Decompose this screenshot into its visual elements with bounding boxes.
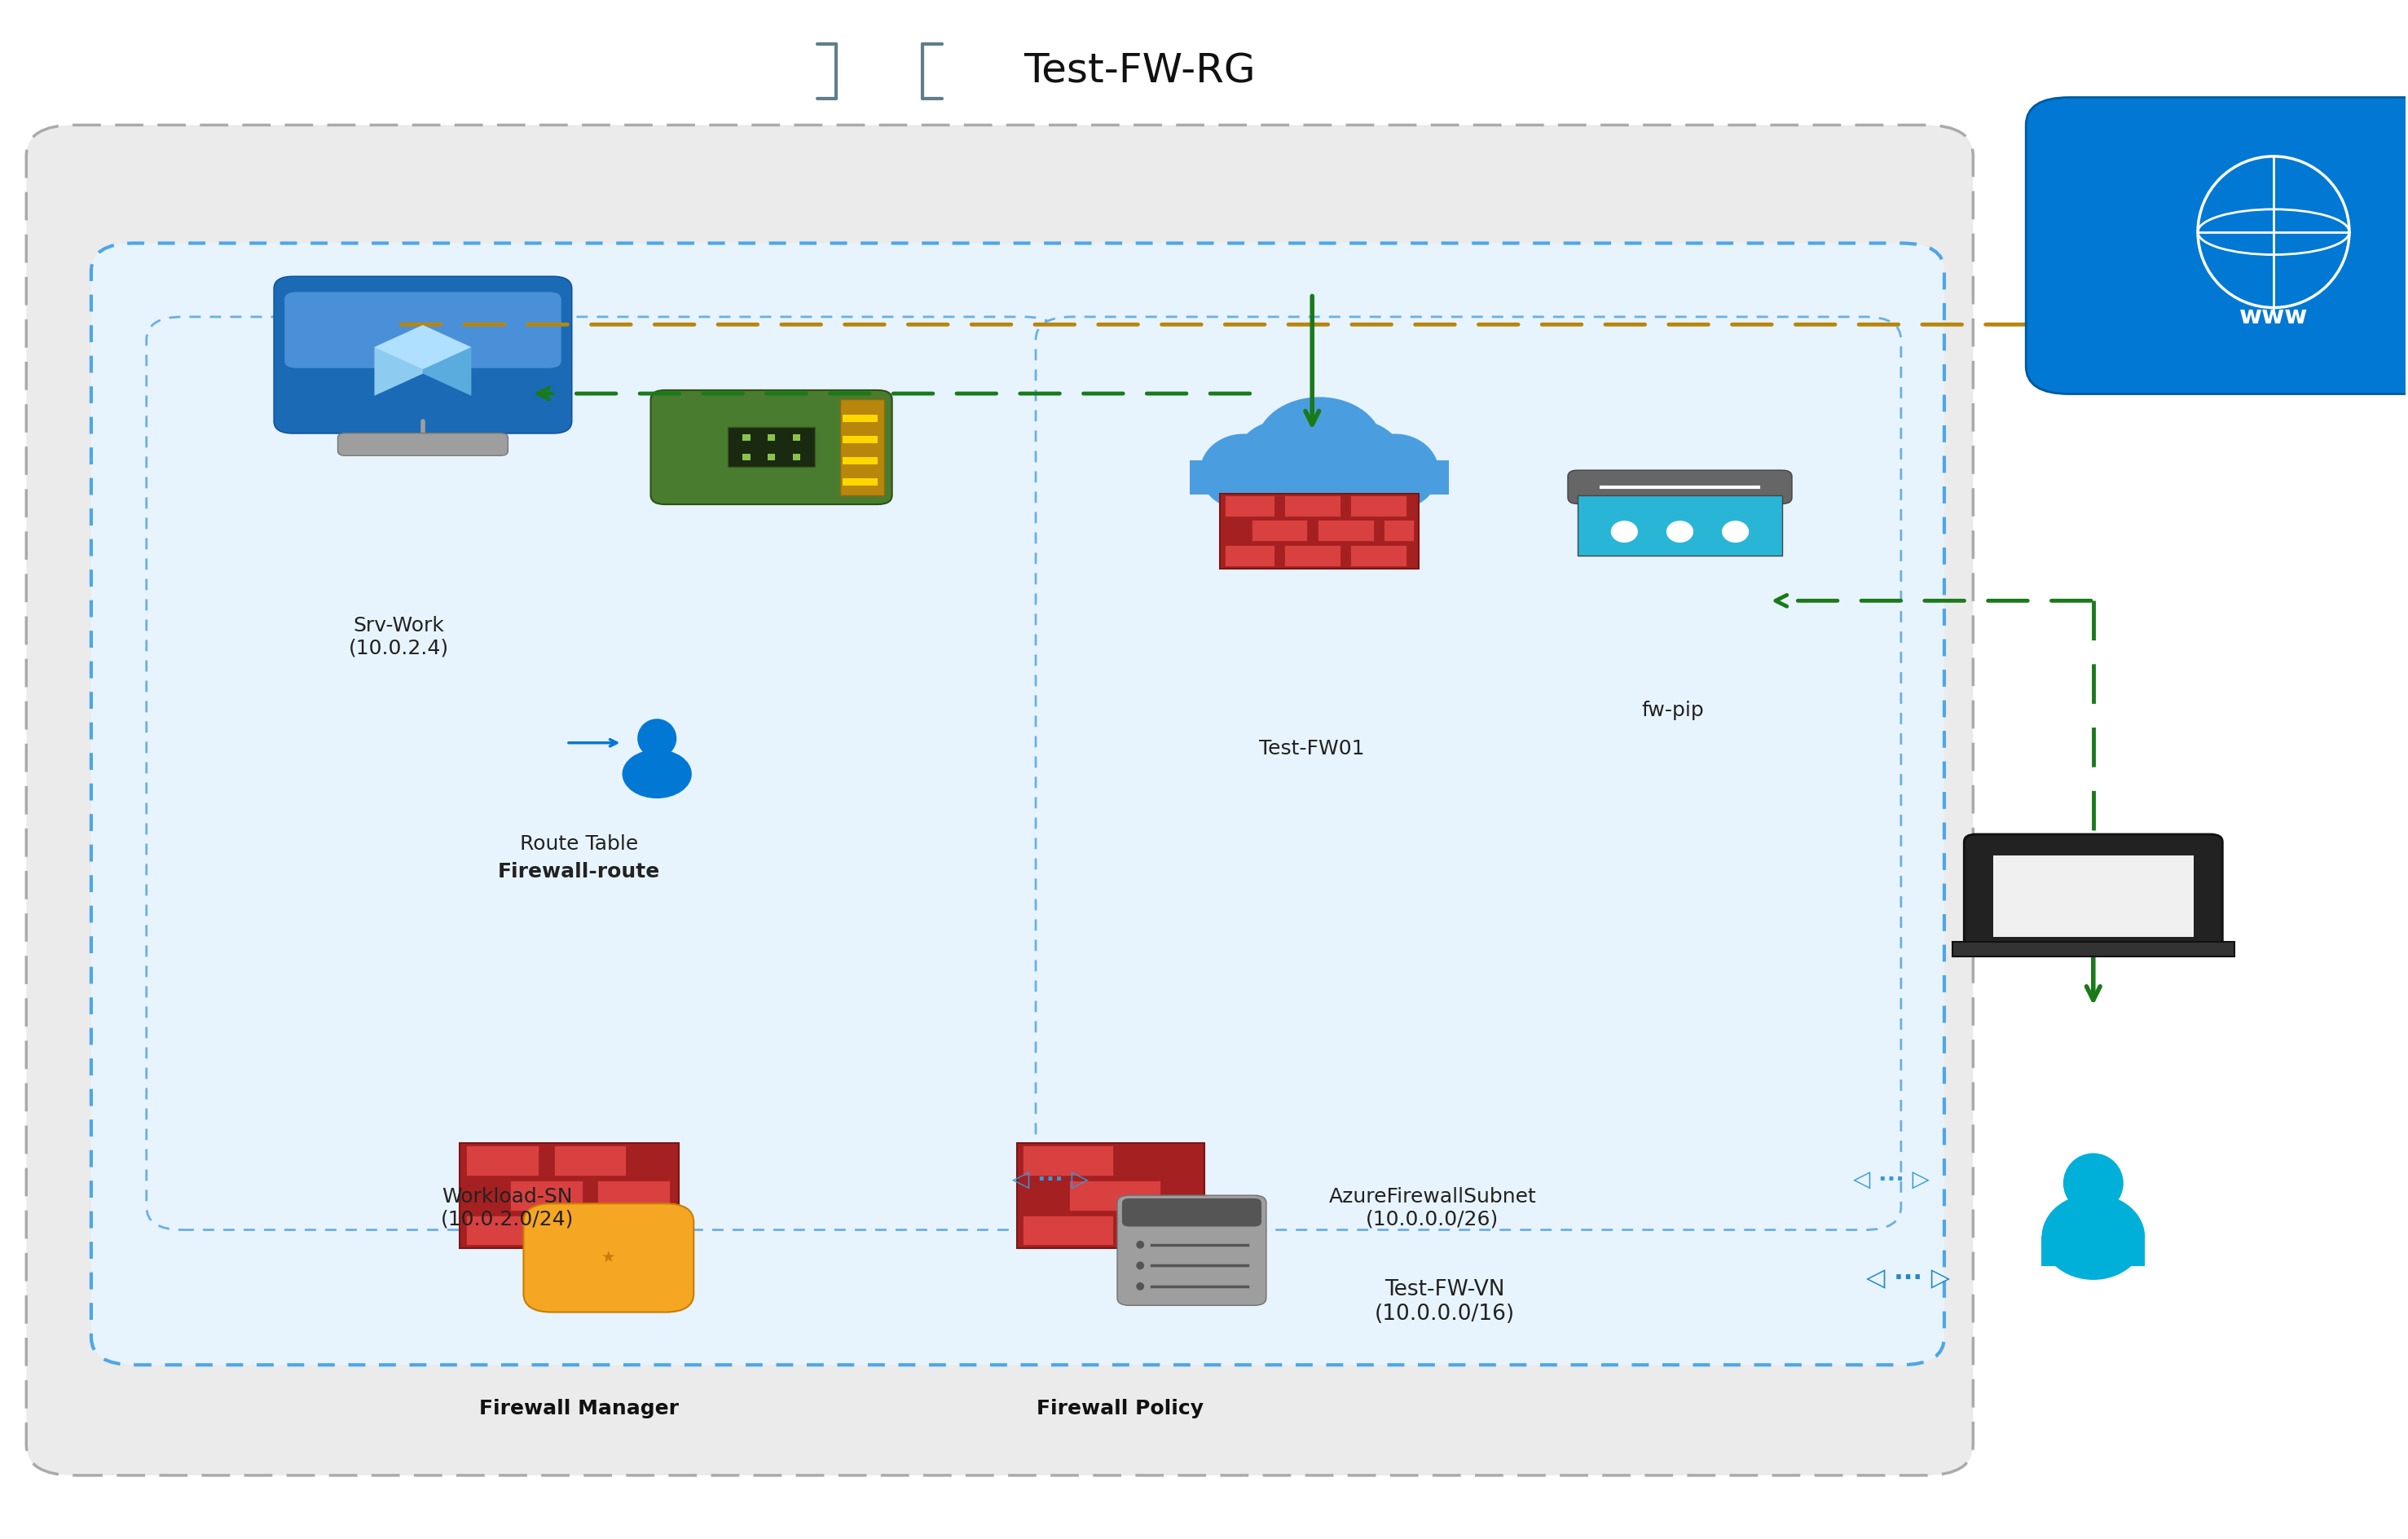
Ellipse shape [2064,1153,2124,1213]
Text: ◁ ··· ▷: ◁ ··· ▷ [1866,1267,1950,1291]
FancyBboxPatch shape [1117,1196,1267,1305]
FancyBboxPatch shape [460,1143,679,1248]
FancyBboxPatch shape [1069,1180,1161,1210]
FancyBboxPatch shape [1023,1145,1112,1176]
FancyBboxPatch shape [1351,496,1406,517]
Text: Firewall Manager: Firewall Manager [479,1399,679,1417]
Text: AzureFirewallSubnet
(10.0.0.0/26): AzureFirewallSubnet (10.0.0.0/26) [1329,1187,1536,1230]
FancyBboxPatch shape [727,428,816,468]
FancyBboxPatch shape [650,391,891,505]
FancyBboxPatch shape [597,1180,669,1210]
FancyBboxPatch shape [843,414,877,422]
Ellipse shape [1235,420,1332,500]
Ellipse shape [638,719,677,757]
Text: Firewall Policy: Firewall Policy [1035,1399,1204,1417]
Ellipse shape [1137,1262,1144,1270]
FancyBboxPatch shape [1190,460,1450,496]
FancyBboxPatch shape [742,434,751,440]
FancyBboxPatch shape [1568,471,1792,503]
FancyBboxPatch shape [554,1145,626,1176]
Ellipse shape [1137,1240,1144,1248]
FancyBboxPatch shape [147,317,1060,1230]
Ellipse shape [1722,520,1748,543]
FancyBboxPatch shape [554,1216,626,1245]
FancyBboxPatch shape [275,277,571,434]
FancyBboxPatch shape [768,454,775,460]
FancyBboxPatch shape [792,434,799,440]
FancyBboxPatch shape [1226,545,1274,566]
FancyBboxPatch shape [1994,856,2194,937]
Text: ◁ ··· ▷: ◁ ··· ▷ [1854,1168,1929,1191]
Text: Srv-Work
(10.0.2.4): Srv-Work (10.0.2.4) [349,616,448,659]
FancyBboxPatch shape [843,436,877,443]
FancyBboxPatch shape [768,434,775,440]
FancyBboxPatch shape [1035,317,1900,1230]
Text: Test-FW-VN
(10.0.0.0/16): Test-FW-VN (10.0.0.0/16) [1375,1279,1515,1325]
FancyBboxPatch shape [1122,1199,1262,1227]
FancyBboxPatch shape [1226,496,1274,517]
FancyBboxPatch shape [843,479,877,486]
FancyBboxPatch shape [467,1216,539,1245]
FancyBboxPatch shape [1283,496,1341,517]
Polygon shape [424,325,472,396]
Text: Test-FW-RG: Test-FW-RG [1023,52,1255,91]
FancyBboxPatch shape [1023,1216,1112,1245]
FancyBboxPatch shape [92,243,1943,1365]
Ellipse shape [1611,520,1637,543]
Ellipse shape [2042,1194,2146,1280]
Ellipse shape [1351,434,1440,509]
Text: ◁ ··· ▷: ◁ ··· ▷ [1011,1168,1088,1191]
Text: Test-FW01: Test-FW01 [1259,739,1365,759]
FancyBboxPatch shape [26,125,1972,1476]
FancyBboxPatch shape [1577,496,1782,556]
FancyBboxPatch shape [2042,1236,2146,1267]
FancyBboxPatch shape [1385,520,1413,542]
FancyBboxPatch shape [1953,942,2235,957]
Ellipse shape [1137,1282,1144,1290]
FancyBboxPatch shape [337,432,508,456]
Text: www: www [2239,305,2307,328]
Text: fw-pip: fw-pip [1642,700,1705,720]
Text: Workload-SN
(10.0.2.0/24): Workload-SN (10.0.2.0/24) [441,1187,573,1230]
FancyBboxPatch shape [510,1180,583,1210]
Ellipse shape [1308,420,1404,500]
Polygon shape [373,325,472,369]
Text: Firewall-route: Firewall-route [498,862,660,882]
FancyBboxPatch shape [843,457,877,465]
FancyBboxPatch shape [467,1145,539,1176]
FancyBboxPatch shape [1283,545,1341,566]
Ellipse shape [1257,397,1382,494]
FancyBboxPatch shape [523,1203,694,1313]
FancyBboxPatch shape [840,400,884,496]
FancyBboxPatch shape [284,292,561,368]
Ellipse shape [621,749,691,799]
FancyBboxPatch shape [1317,520,1373,542]
Polygon shape [373,325,424,396]
FancyBboxPatch shape [1016,1143,1204,1248]
FancyBboxPatch shape [742,454,751,460]
FancyBboxPatch shape [1221,494,1418,568]
Ellipse shape [1666,520,1693,543]
FancyBboxPatch shape [1351,545,1406,566]
FancyBboxPatch shape [1252,520,1308,542]
FancyBboxPatch shape [792,454,799,460]
Text: ★: ★ [602,1250,616,1265]
FancyBboxPatch shape [2025,97,2408,394]
Text: Route Table: Route Table [520,834,638,854]
FancyBboxPatch shape [1965,834,2223,950]
Ellipse shape [1199,434,1288,509]
